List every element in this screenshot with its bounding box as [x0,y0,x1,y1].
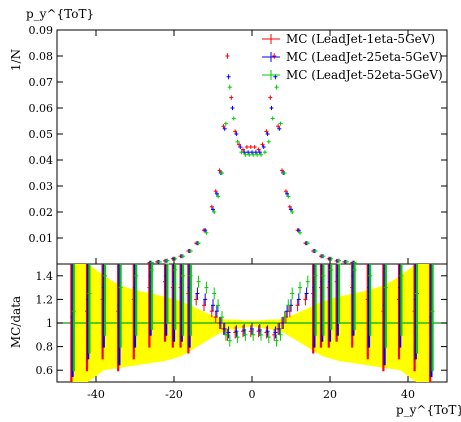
ratio-xtick-label: 20 [323,388,337,401]
ratio-ylabel: MC/data [9,296,23,348]
main-ytick-label: 0.05 [29,128,54,141]
ratio-ytick-label: 1.4 [36,270,54,283]
ratio-xtick-label: -40 [87,388,105,401]
ratio-xtick-label: 40 [401,388,415,401]
legend: MC (LeadJet-1eta-5GeV) MC (LeadJet-25eta… [262,32,443,82]
legend-entry-2: MC (LeadJet-25eta-5GeV) [286,50,443,64]
legend-entry-1: MC (LeadJet-1eta-5GeV) [286,32,435,46]
main-ytick-label: 0.01 [29,232,54,245]
ratio-ytick-label: 1.2 [36,293,54,306]
main-ytick-label: 0.07 [29,76,54,89]
ratio-ytick-label: 1 [46,317,53,330]
main-ytick-label: 0.08 [29,50,54,63]
legend-entry-3: MC (LeadJet-52eta-5GeV) [286,68,443,82]
main-data-points [147,53,357,265]
ratio-ytick-label: 0.6 [36,364,54,377]
main-ytick-label: 0.09 [29,24,54,37]
ratio-xtick-label: -20 [165,388,183,401]
main-ytick-label: 0.02 [29,206,54,219]
main-top-label: p_y^{ToT} [26,7,94,21]
ratio-xtick-label: 0 [249,388,256,401]
main-ytick-label: 0.04 [29,154,54,167]
axes: 0.01 0.02 0.03 0.04 0.05 0.06 0.07 0.08 0.09 0.6 0… [29,24,447,401]
ratio-xlabel: p_y^{ToT} [396,403,461,417]
main-ytick-label: 0.03 [29,180,54,193]
ratio-data-points [69,263,435,382]
main-ylabel: 1/N [9,49,23,71]
ratio-ytick-label: 0.8 [36,341,54,354]
main-ytick-label: 0.06 [29,102,54,115]
